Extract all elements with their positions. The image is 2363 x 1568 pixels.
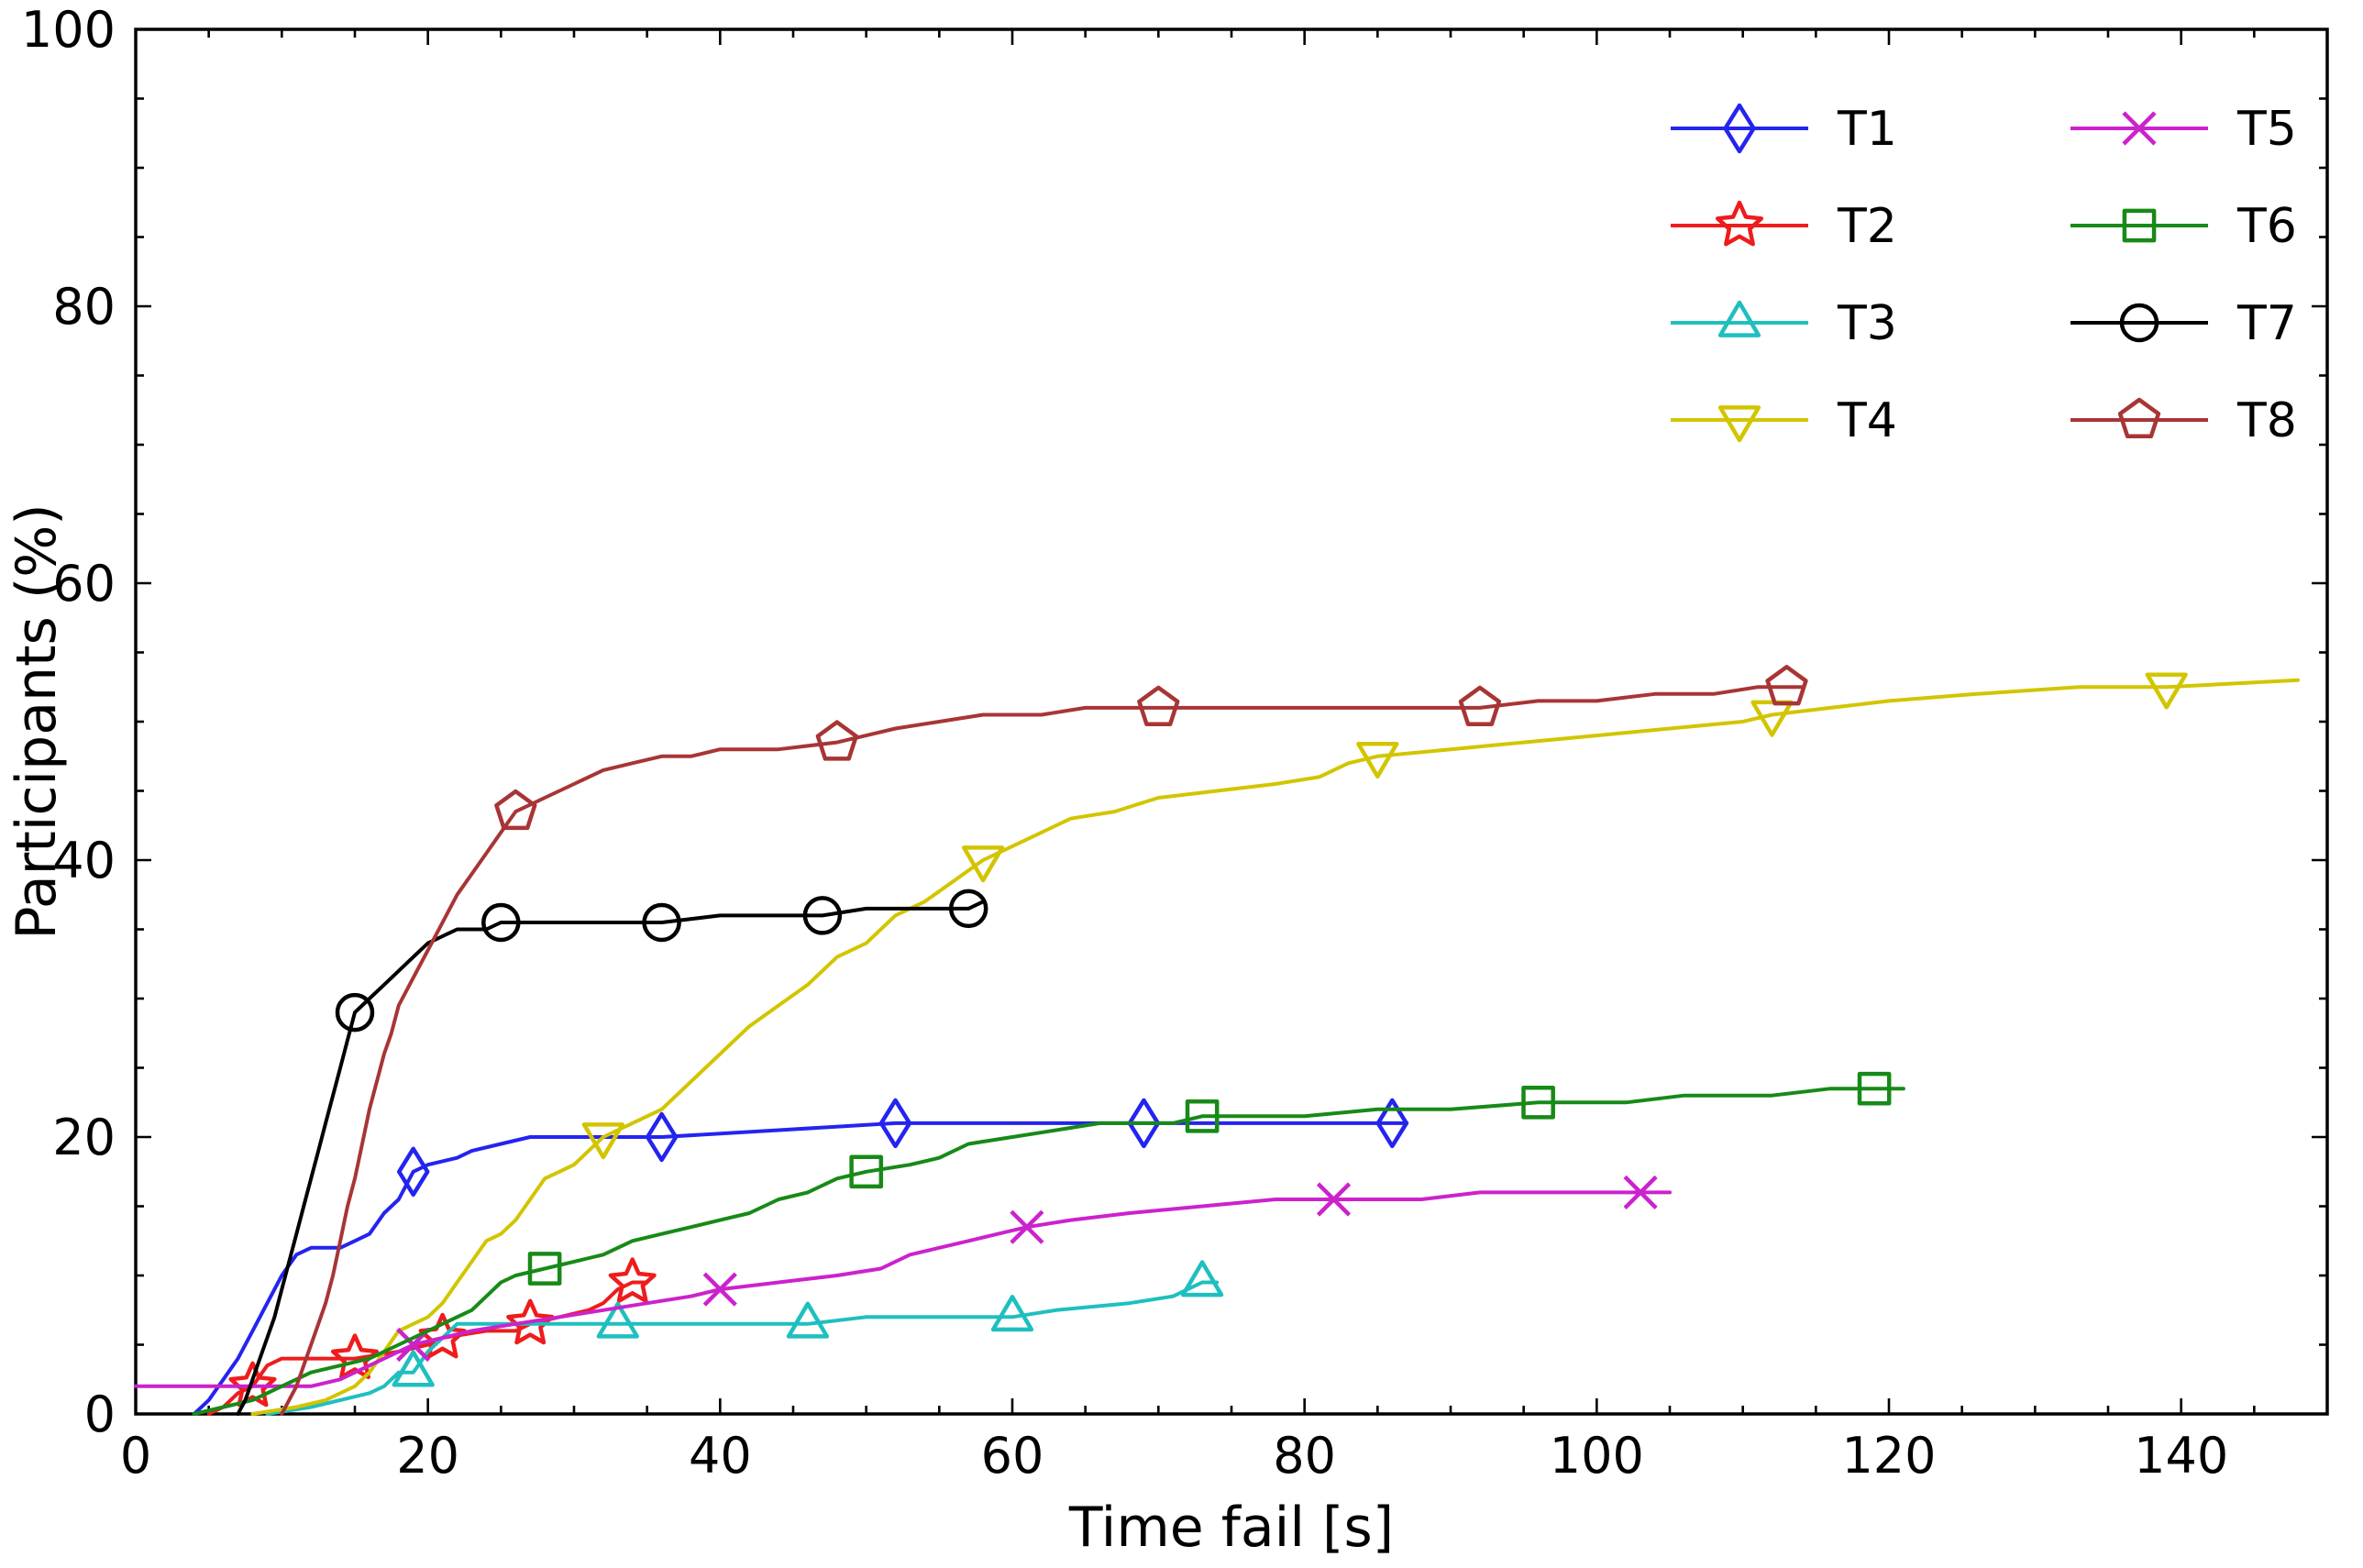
triangle-up-marker-T3 (596, 1301, 639, 1339)
legend-label-T2: T2 (1837, 199, 1897, 254)
circle-marker-T7 (642, 902, 681, 943)
triangle-down-marker-T4 (1750, 700, 1794, 737)
square-marker-T6 (1521, 1085, 1555, 1120)
x-tick-label: 60 (981, 1427, 1044, 1485)
triangle-down-marker-T4 (581, 1122, 625, 1160)
circle-marker-T7 (335, 992, 375, 1032)
pentagon-marker-T8 (1458, 685, 1502, 726)
thin-diamond-marker-T1 (1127, 1098, 1161, 1149)
legend-x-marker-T5 (2122, 111, 2157, 146)
thin-diamond-marker-T1 (1375, 1098, 1409, 1149)
triangle-up-marker-T3 (786, 1301, 830, 1339)
legend-star-marker-T2 (1715, 200, 1764, 247)
y-tick-label: 20 (52, 1109, 116, 1166)
series-line-T4 (250, 678, 2301, 1416)
x-marker-T5 (1010, 1209, 1044, 1244)
series-line-T5 (134, 1190, 1672, 1388)
legend-label-T8: T8 (2236, 393, 2297, 448)
x-tick-label: 20 (396, 1427, 459, 1485)
x-tick-label: 100 (1550, 1427, 1644, 1485)
circle-marker-T7 (481, 902, 521, 943)
series-line-T8 (280, 685, 1804, 1416)
plot-frame (134, 28, 2329, 1416)
series-line-T2 (206, 1280, 649, 1416)
star-marker-T2 (506, 1298, 555, 1345)
thin-diamond-marker-T1 (878, 1098, 912, 1149)
y-axis-label: Participants (%) (5, 503, 69, 939)
star-marker-T2 (330, 1333, 380, 1380)
series-line-T1 (192, 1121, 1409, 1416)
legend-square-marker-T6 (2122, 208, 2157, 243)
square-marker-T6 (1857, 1071, 1892, 1106)
triangle-down-marker-T4 (1356, 741, 1399, 779)
x-marker-T5 (1316, 1182, 1352, 1217)
plot-area: 0 20 40 60 80 100 120 140 0 20 40 60 80 100 T1 T2 T3 T4 T5… (21, 1, 2329, 1485)
x-tick-label: 140 (2134, 1427, 2228, 1485)
legend-label-T7: T7 (2236, 296, 2297, 351)
series-line-T3 (265, 1280, 1220, 1416)
series-line-T7 (236, 900, 986, 1416)
pentagon-marker-T8 (1137, 685, 1180, 726)
legend-label-T3: T3 (1837, 296, 1897, 351)
legend-pentagon-marker-T8 (2117, 397, 2161, 439)
square-marker-T6 (527, 1252, 562, 1286)
legend-label-T5: T5 (2236, 102, 2297, 157)
legend-label-T4: T4 (1837, 393, 1897, 448)
y-tick-label: 0 (84, 1386, 116, 1443)
square-marker-T6 (1185, 1099, 1220, 1133)
triangle-up-marker-T3 (392, 1350, 435, 1387)
triangle-up-marker-T3 (1180, 1260, 1224, 1297)
x-tick-label: 40 (689, 1427, 752, 1485)
legend-triangle-up-marker-T3 (1717, 300, 1761, 337)
thin-diamond-marker-T1 (396, 1146, 430, 1198)
legend-circle-marker-T7 (2119, 303, 2159, 343)
y-tick-label: 40 (52, 832, 116, 889)
triangle-down-marker-T4 (961, 845, 1005, 883)
x-axis-label: Time fail [s] (1068, 1496, 1394, 1560)
x-tick-label: 80 (1273, 1427, 1336, 1485)
legend-label-T6: T6 (2236, 199, 2297, 254)
legend-thin-diamond-marker-T1 (1723, 103, 1756, 154)
x-tick-label: 120 (1841, 1427, 1936, 1485)
legend-label-T1: T1 (1837, 102, 1897, 157)
star-marker-T2 (608, 1257, 657, 1303)
triangle-down-marker-T4 (2145, 672, 2188, 710)
legend-triangle-down-marker-T4 (1717, 405, 1761, 443)
series-line-T6 (192, 1087, 1905, 1416)
circle-marker-T7 (802, 896, 843, 935)
pentagon-marker-T8 (815, 720, 858, 761)
x-marker-T5 (702, 1272, 737, 1307)
x-marker-T5 (1623, 1175, 1658, 1209)
square-marker-T6 (849, 1154, 884, 1189)
circle-marker-T7 (948, 889, 988, 929)
thin-diamond-marker-T1 (645, 1111, 679, 1163)
y-tick-label: 100 (21, 1, 116, 59)
y-tick-label: 80 (52, 278, 116, 336)
pentagon-marker-T8 (1765, 665, 1808, 706)
y-tick-label: 60 (52, 555, 116, 613)
star-marker-T2 (228, 1361, 277, 1408)
x-tick-label: 0 (120, 1427, 151, 1485)
pentagon-marker-T8 (494, 789, 537, 831)
triangle-up-marker-T3 (990, 1295, 1034, 1332)
